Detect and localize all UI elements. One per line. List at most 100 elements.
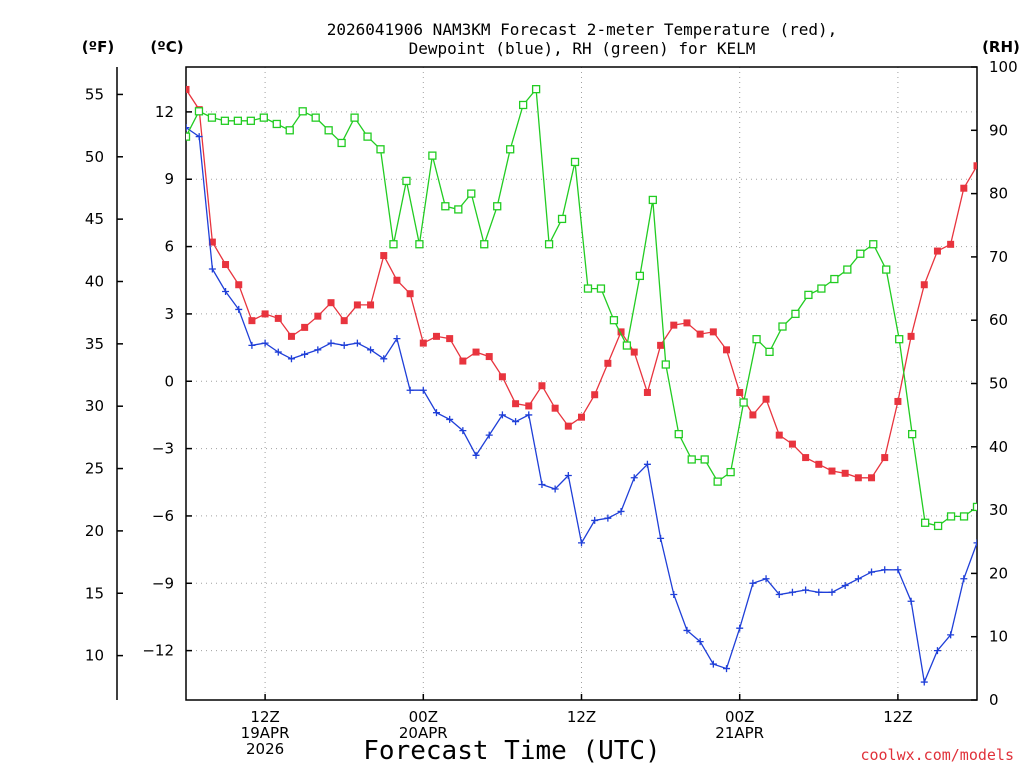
temperature-point — [538, 382, 546, 390]
rh-point — [739, 398, 748, 407]
temperature-point — [749, 411, 757, 419]
dewpoint-point — [657, 534, 665, 542]
rh-point — [933, 521, 943, 531]
temperature-point — [235, 281, 243, 289]
temperature-point — [406, 290, 414, 298]
rh-point — [285, 126, 294, 135]
dewpoint-point — [868, 568, 876, 576]
rh-point — [700, 455, 709, 464]
temperature-point — [696, 330, 704, 338]
temperature-point — [564, 422, 572, 430]
rh-point — [765, 347, 774, 357]
dewpoint-point — [683, 626, 691, 634]
rh-point — [186, 132, 191, 141]
celsius-tick-label: −9 — [152, 574, 174, 592]
temperature-point — [604, 359, 612, 367]
rh-point — [661, 360, 670, 369]
celsius-tick-label: 9 — [164, 170, 174, 188]
temperature-point — [498, 373, 506, 381]
rh-tick-label: 40 — [989, 438, 1008, 456]
rh-point — [233, 116, 243, 125]
temperature-point — [828, 467, 836, 475]
celsius-tick-label: 3 — [164, 305, 174, 323]
temperature-point — [274, 314, 282, 322]
rh-point — [882, 265, 891, 274]
dewpoint-point — [736, 624, 744, 632]
series-layer — [186, 85, 977, 686]
rh-point — [324, 126, 333, 135]
x-tick-label: 12Z — [250, 708, 279, 726]
rh-point — [817, 284, 826, 293]
dewpoint-point — [643, 460, 651, 468]
temperature-point — [630, 348, 638, 356]
rh-point — [804, 290, 813, 300]
rh-point — [946, 512, 956, 521]
dewpoint-point — [235, 305, 243, 313]
dewpoint-point — [670, 591, 678, 598]
temperature-point — [340, 317, 348, 325]
dewpoint-point — [538, 481, 546, 489]
temperature-point — [709, 328, 717, 336]
fahrenheit-tick-label: 30 — [85, 397, 104, 415]
rh-point — [920, 518, 930, 527]
rh-tick-label: 80 — [989, 185, 1008, 203]
dewpoint-point — [591, 516, 599, 524]
temperature-point — [208, 238, 216, 246]
dewpoint-point — [709, 660, 717, 668]
dewpoint-point — [617, 507, 625, 515]
dewpoint-point — [907, 597, 915, 605]
dewpoint-point — [696, 638, 704, 646]
dewpoint-point — [393, 335, 401, 343]
rh-tick-label: 60 — [989, 311, 1008, 329]
temperature-point — [380, 252, 388, 260]
x-tick-label: 12Z — [883, 708, 912, 726]
fahrenheit-tick-label: 10 — [85, 647, 104, 665]
x-tick-label: 20APR — [399, 724, 448, 742]
dewpoint-point — [788, 588, 796, 596]
rh-point — [298, 107, 307, 116]
rh-point — [570, 157, 580, 167]
temperature-point — [222, 261, 230, 269]
dewpoint-point — [446, 415, 454, 423]
x-tick-label: 00Z — [409, 708, 438, 726]
fahrenheit-tick-label: 25 — [85, 460, 104, 478]
celsius-unit-label: (ºC) — [150, 38, 183, 56]
temperature-point — [314, 312, 322, 320]
rh-point — [259, 113, 268, 122]
rh-point — [752, 335, 761, 344]
temperature-point — [512, 400, 520, 408]
celsius-tick-label: 0 — [164, 372, 174, 390]
temperature-point — [907, 332, 915, 340]
dewpoint-point — [828, 588, 836, 596]
temperature-point — [894, 397, 902, 405]
chart-title-line-1: 2026041906 NAM3KM Forecast 2-meter Tempe… — [327, 20, 838, 39]
temperature-point — [186, 85, 190, 93]
dewpoint-point — [419, 386, 427, 394]
temperature-point — [301, 323, 309, 331]
rh-tick-label: 70 — [989, 248, 1008, 266]
temperature-point — [446, 335, 454, 343]
temperature-point — [960, 184, 968, 192]
rh-point — [830, 274, 839, 284]
temperature-point — [591, 391, 599, 399]
rh-point — [272, 119, 281, 129]
temperature-point — [419, 339, 427, 347]
rh-point — [778, 322, 787, 331]
temperature-point — [287, 332, 295, 340]
temperature-point — [525, 402, 533, 410]
temperature-point — [920, 281, 928, 289]
rh-tick-label: 10 — [989, 628, 1008, 646]
fahrenheit-unit-label: (ºF) — [82, 38, 114, 56]
rh-unit-label: (RH) — [982, 38, 1020, 56]
dewpoint-point — [802, 586, 810, 594]
dewpoint-point — [406, 386, 414, 394]
fahrenheit-tick-label: 40 — [85, 272, 104, 290]
temperature-point — [261, 310, 269, 318]
fahrenheit-tick-label: 20 — [85, 522, 104, 540]
rh-point — [687, 455, 696, 464]
rh-point — [389, 240, 398, 249]
dewpoint-point — [195, 133, 203, 141]
dewpoint-point — [551, 485, 559, 493]
rh-point — [493, 202, 502, 211]
